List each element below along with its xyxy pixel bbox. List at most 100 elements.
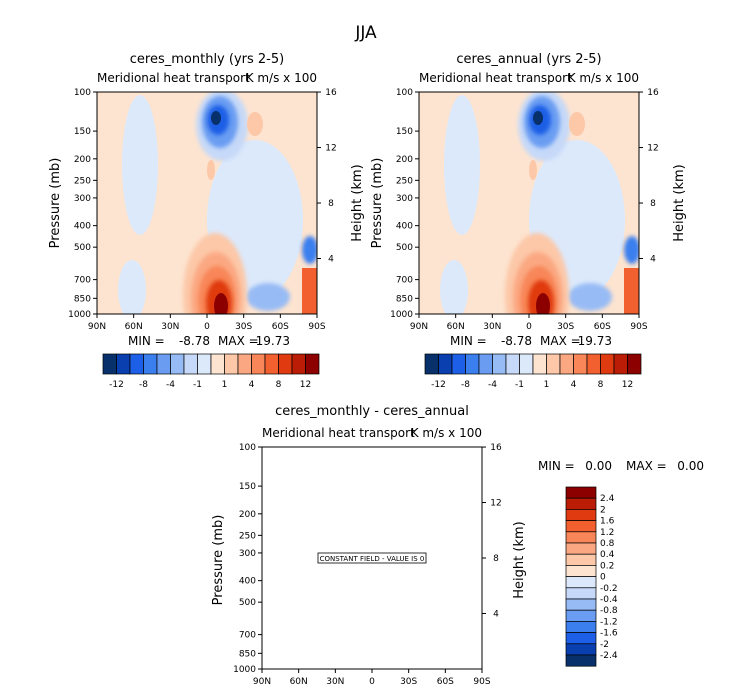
- y-tick-label: 300: [396, 194, 413, 204]
- colorbar-swatch: [251, 353, 266, 375]
- colorbar-swatch: [237, 353, 252, 375]
- colorbar-swatch: [102, 353, 117, 375]
- colorbar-swatch: [565, 609, 597, 622]
- field-blob: [118, 260, 146, 314]
- x-tick-label: 30S: [557, 322, 574, 332]
- y-tick-label: 400: [74, 222, 91, 232]
- panel-ceres-annual: ceres_annual (yrs 2-5) Meridional heat t…: [370, 52, 687, 390]
- colorbar-label: 4: [249, 380, 255, 390]
- y-tick-label: 500: [239, 598, 256, 608]
- y-tick-label: 700: [239, 631, 256, 641]
- y-tick-label: 150: [239, 482, 256, 492]
- colorbar-swatch: [565, 643, 597, 656]
- colorbar-swatch: [519, 353, 534, 375]
- panel-subtitle: Meridional heat transport: [419, 71, 572, 85]
- colorbar-label: -4: [166, 380, 175, 390]
- panel-ceres-monthly: ceres_monthly (yrs 2-5) Meridional heat …: [48, 52, 365, 390]
- y-tick-label: 850: [239, 649, 256, 659]
- y-tick-label: 150: [74, 127, 91, 137]
- axes: 90N 60N 30N 0 30S 60S 90S 1000 850 700 500 400 300 25…: [68, 88, 337, 332]
- y-tick-label: 250: [239, 531, 256, 541]
- field-blob: [247, 112, 263, 136]
- field-blob: [302, 236, 317, 264]
- colorbar-swatch: [532, 353, 547, 375]
- y-axis-label: Pressure (mb): [370, 158, 385, 249]
- min-value: -8.78: [501, 334, 532, 348]
- colorbar-label: -1: [193, 380, 202, 390]
- max-label: MAX =: [218, 334, 259, 348]
- min-label: MIN =: [128, 334, 165, 348]
- field-blob: [536, 293, 550, 314]
- figure-title: JJA: [354, 23, 377, 43]
- y-tick-label: 850: [74, 294, 91, 304]
- colorbar-swatch: [183, 353, 198, 375]
- y-axis-label: Pressure (mb): [211, 515, 226, 606]
- y-tick-label: 200: [396, 155, 413, 165]
- field-blob: [624, 236, 639, 264]
- field-blob: [440, 260, 468, 314]
- colorbar-swatch: [478, 353, 493, 375]
- colorbar-swatch: [224, 353, 239, 375]
- colorbar-swatch: [565, 598, 597, 611]
- x-tick-label: 0: [526, 322, 532, 332]
- colorbar-label: 12: [622, 380, 633, 390]
- y2-axis-label: Height (km): [350, 164, 365, 241]
- colorbar-label: 8: [598, 380, 604, 390]
- y2-tick-label: 4: [328, 255, 334, 265]
- x-tick-label: 30S: [400, 677, 417, 687]
- panel-units: K m/s x 100: [246, 71, 317, 85]
- colorbar-swatch: [143, 353, 158, 375]
- y-axis-label: Pressure (mb): [48, 158, 63, 249]
- colorbar-label: 0.2: [600, 561, 614, 571]
- heatmap-field: [97, 92, 317, 314]
- x-tick-label: 90S: [473, 677, 490, 687]
- x-tick-label: 60N: [125, 322, 143, 332]
- panel-title: ceres_monthly - ceres_annual: [275, 404, 469, 419]
- x-tick-label: 30S: [235, 322, 252, 332]
- colorbar-swatch: [451, 353, 466, 375]
- colorbar-label: 0: [600, 573, 606, 583]
- x-tick-label: 60N: [290, 677, 308, 687]
- colorbar: -12 -8 -4 -1 1 4 8 12: [424, 353, 642, 390]
- colorbar-swatch: [210, 353, 225, 375]
- colorbar-label: 12: [300, 380, 311, 390]
- colorbar-swatch: [305, 353, 320, 375]
- y2-tick-label: 12: [647, 144, 658, 154]
- colorbar: 2.42 1.61.20.80.40.2 0-0.2-0.4-0.8-1.2 -1.6…: [565, 486, 618, 667]
- panel-subtitle: Meridional heat transport: [97, 71, 250, 85]
- max-label: MAX =: [626, 459, 667, 473]
- colorbar-label: 1: [222, 380, 228, 390]
- colorbar-label: 1.2: [600, 528, 614, 538]
- colorbar-label: -1.6: [600, 629, 618, 639]
- x-tick-label: 60S: [437, 677, 454, 687]
- colorbar-label: -12: [109, 380, 124, 390]
- y2-tick-label: 16: [647, 88, 659, 98]
- colorbar-swatch: [565, 587, 597, 600]
- y-tick-label: 100: [74, 88, 91, 98]
- colorbar-label: -0.8: [600, 606, 618, 616]
- colorbar-swatch: [627, 353, 642, 375]
- y-tick-label: 150: [396, 127, 413, 137]
- max-value: 19.73: [578, 334, 612, 348]
- panel-units: K m/s x 100: [411, 426, 482, 440]
- colorbar-label: -8: [461, 380, 470, 390]
- colorbar-swatch: [565, 553, 597, 566]
- min-value: -8.78: [179, 334, 210, 348]
- heatmap-field: [419, 92, 639, 314]
- colorbar-label: -4: [488, 380, 497, 390]
- colorbar-swatch: [565, 486, 597, 499]
- axes: 90N 60N 30N 0 30S 60S 90S 1000 850 700 500 400 300 25…: [233, 443, 502, 687]
- colorbar-swatch: [438, 353, 453, 375]
- y-tick-label: 850: [396, 294, 413, 304]
- colorbar-swatch: [565, 576, 597, 589]
- y2-tick-label: 16: [490, 443, 502, 453]
- colorbar-swatch: [116, 353, 131, 375]
- colorbar-label: -0.2: [600, 584, 618, 594]
- colorbar-swatch: [573, 353, 588, 375]
- colorbar-label: -2: [600, 640, 609, 650]
- y-tick-label: 300: [239, 549, 256, 559]
- x-tick-label: 30N: [161, 322, 179, 332]
- colorbar-swatch: [613, 353, 628, 375]
- colorbar-label: -1: [515, 380, 524, 390]
